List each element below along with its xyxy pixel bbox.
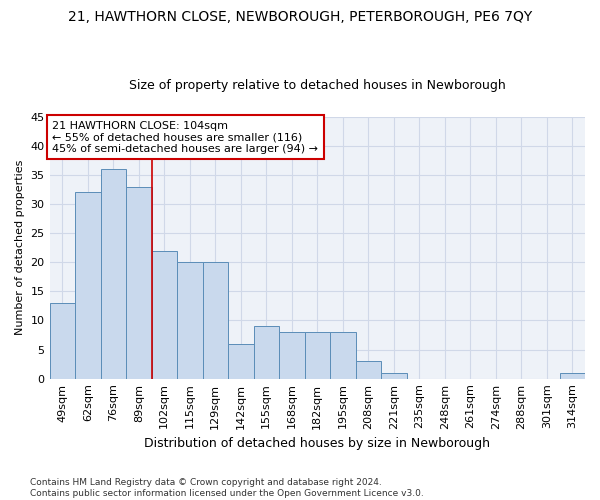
Bar <box>152 250 177 378</box>
Y-axis label: Number of detached properties: Number of detached properties <box>15 160 25 336</box>
Bar <box>177 262 203 378</box>
Bar <box>279 332 305 378</box>
Bar <box>126 186 152 378</box>
Bar <box>203 262 228 378</box>
Bar <box>381 373 407 378</box>
X-axis label: Distribution of detached houses by size in Newborough: Distribution of detached houses by size … <box>144 437 490 450</box>
Text: 21 HAWTHORN CLOSE: 104sqm
← 55% of detached houses are smaller (116)
45% of semi: 21 HAWTHORN CLOSE: 104sqm ← 55% of detac… <box>52 120 318 154</box>
Bar <box>330 332 356 378</box>
Title: Size of property relative to detached houses in Newborough: Size of property relative to detached ho… <box>129 79 506 92</box>
Bar <box>101 169 126 378</box>
Bar <box>228 344 254 378</box>
Bar <box>305 332 330 378</box>
Text: 21, HAWTHORN CLOSE, NEWBOROUGH, PETERBOROUGH, PE6 7QY: 21, HAWTHORN CLOSE, NEWBOROUGH, PETERBOR… <box>68 10 532 24</box>
Bar <box>254 326 279 378</box>
Bar <box>75 192 101 378</box>
Bar <box>50 303 75 378</box>
Bar <box>560 373 585 378</box>
Bar <box>356 361 381 378</box>
Text: Contains HM Land Registry data © Crown copyright and database right 2024.
Contai: Contains HM Land Registry data © Crown c… <box>30 478 424 498</box>
